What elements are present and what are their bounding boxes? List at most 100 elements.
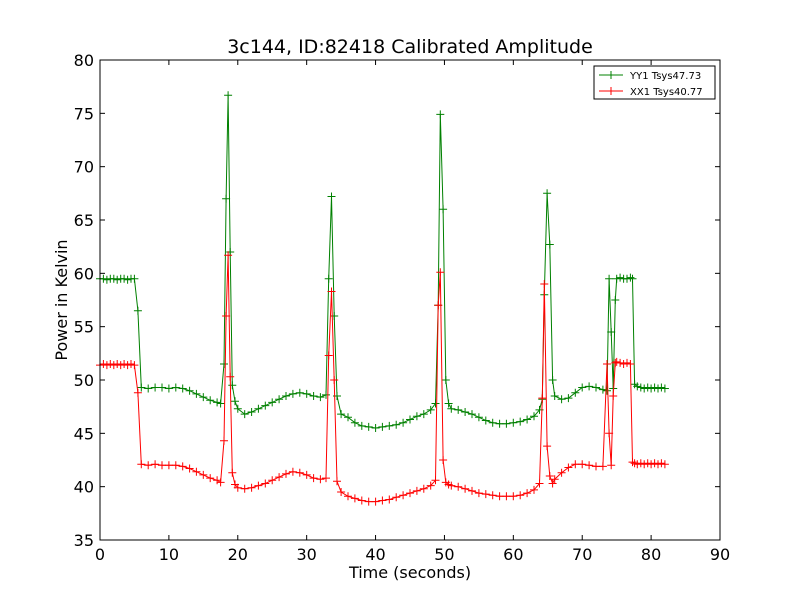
data-point-marker (585, 461, 594, 470)
data-point-marker (220, 360, 228, 368)
data-point-marker (628, 274, 637, 283)
data-point-marker (216, 478, 225, 487)
series-2 (96, 251, 669, 506)
data-point-marker (545, 472, 554, 480)
data-point-marker (399, 418, 408, 427)
data-point-marker (295, 388, 304, 397)
data-point-marker (120, 274, 129, 283)
data-point-marker (350, 494, 359, 503)
data-point-marker (509, 492, 518, 501)
data-point-marker (151, 383, 160, 392)
data-point-marker (231, 397, 239, 406)
x-tick-label: 80 (641, 545, 661, 564)
legend-entry: YY1 Tsys47.73 (599, 71, 701, 82)
data-point-marker (127, 360, 135, 368)
x-axis-label: Time (seconds) (348, 563, 471, 582)
legend-marker (607, 71, 615, 79)
x-tick-label: 50 (434, 545, 454, 564)
chart-title: 3c144, ID:82418 Calibrated Amplitude (227, 36, 593, 58)
data-point-marker (434, 301, 443, 310)
y-tick-label: 60 (74, 264, 94, 283)
data-point-marker (468, 486, 476, 495)
legend-label: YY1 Tsys47.73 (629, 71, 701, 82)
data-point-marker (247, 408, 256, 416)
data-point-marker (650, 459, 659, 468)
data-point-marker (626, 360, 635, 368)
data-point-marker (113, 275, 122, 284)
data-point-marker (399, 491, 408, 500)
data-point-marker (330, 376, 339, 384)
data-point-marker (327, 192, 336, 201)
data-point-marker (206, 474, 215, 483)
data-point-marker (578, 383, 587, 392)
data-point-marker (643, 459, 652, 468)
data-point-marker (226, 248, 235, 256)
data-point-marker (657, 459, 666, 468)
data-point-marker (431, 476, 440, 485)
data-point-marker (495, 492, 504, 501)
data-point-marker (99, 360, 108, 368)
data-point-marker (647, 384, 656, 393)
legend-label: XX1 Tsys40.77 (630, 87, 703, 98)
data-point-marker (481, 416, 490, 425)
data-point-marker (654, 460, 662, 469)
data-point-marker (120, 360, 129, 368)
data-point-marker (650, 383, 659, 392)
data-point-marker (133, 388, 142, 397)
data-point-marker (158, 383, 166, 392)
data-point-marker (454, 405, 463, 414)
data-point-marker (633, 382, 642, 391)
y-tick-label: 50 (74, 371, 94, 390)
data-point-marker (178, 462, 187, 471)
data-point-marker (436, 268, 445, 277)
data-point-marker (337, 410, 346, 419)
data-point-marker (578, 460, 587, 469)
y-axis-label: Power in Kelvin (52, 239, 71, 360)
data-point-marker (439, 456, 448, 464)
data-point-marker (322, 390, 330, 399)
data-point-marker (516, 417, 525, 426)
legend-box (593, 65, 716, 100)
data-point-marker (158, 461, 166, 470)
data-point-marker (603, 360, 611, 368)
data-point-marker (151, 460, 160, 469)
data-point-marker (550, 392, 559, 400)
data-point-marker (548, 479, 557, 488)
data-point-marker (228, 468, 237, 477)
data-point-marker (322, 474, 330, 483)
data-point-marker (344, 413, 352, 422)
data-point-marker (647, 460, 656, 469)
series-layer (96, 91, 669, 506)
data-point-marker (660, 460, 669, 469)
data-point-marker (611, 296, 620, 304)
data-point-marker (378, 422, 387, 431)
data-point-marker (220, 436, 228, 445)
data-point-marker (657, 383, 666, 392)
data-point-marker (254, 404, 263, 413)
data-point-marker (178, 384, 187, 393)
data-point-marker (439, 205, 448, 214)
data-point-marker (488, 491, 497, 500)
data-point-marker (488, 418, 497, 427)
data-point-marker (406, 489, 414, 498)
data-point-marker (461, 484, 470, 493)
data-point-marker (275, 473, 284, 482)
legend-marker (607, 87, 615, 95)
data-point-marker (640, 460, 649, 469)
data-point-marker (364, 422, 373, 431)
data-point-marker (224, 251, 233, 260)
data-point-marker (502, 419, 511, 428)
data-point-marker (436, 110, 445, 119)
data-point-marker (543, 442, 552, 451)
data-point-marker (535, 479, 544, 488)
data-point-marker (109, 274, 118, 283)
data-point-marker (441, 376, 450, 384)
y-tick-label: 35 (74, 531, 94, 550)
data-point-marker (116, 361, 125, 370)
data-point-marker (564, 394, 573, 403)
y-tick-label: 55 (74, 318, 94, 337)
data-point-marker (461, 408, 470, 416)
data-point-marker (192, 389, 201, 398)
data-point-marker (557, 395, 566, 404)
data-point-marker (603, 386, 611, 395)
